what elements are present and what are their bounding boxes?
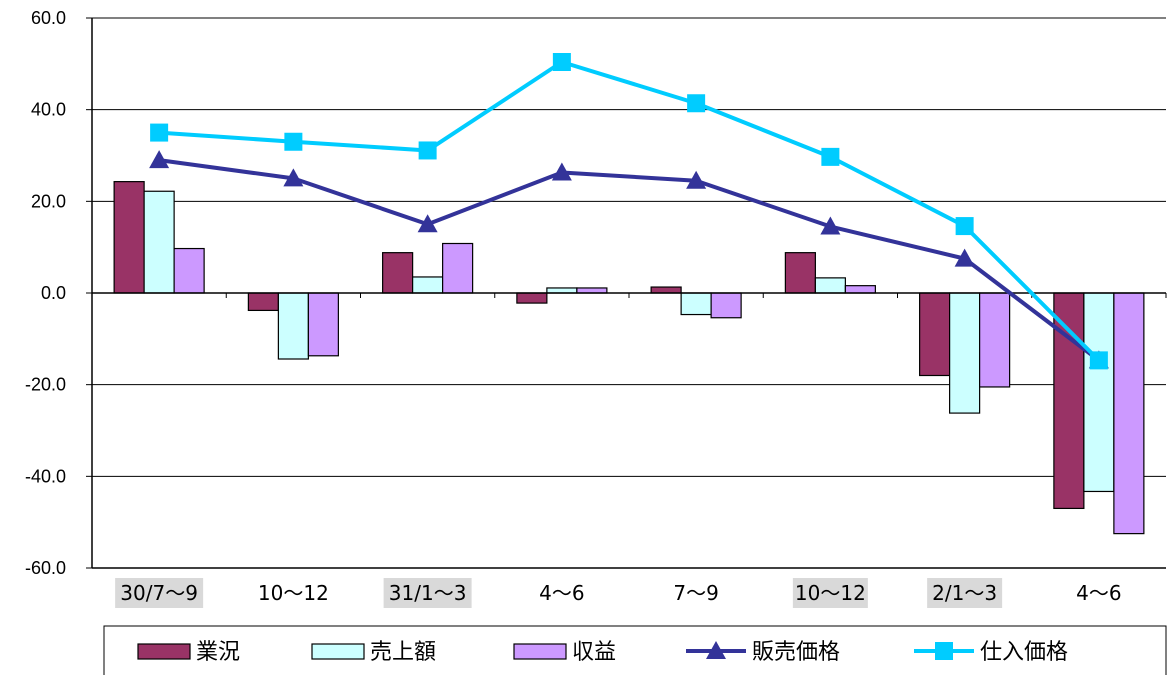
x-tick-label: 10～12 bbox=[795, 581, 866, 605]
bar-gyokyo bbox=[1053, 292, 1085, 510]
marker-square bbox=[1089, 351, 1108, 370]
bar-uriage bbox=[1083, 292, 1115, 493]
y-tick-label: -20.0 bbox=[25, 375, 66, 395]
bar-shueki bbox=[1113, 292, 1145, 535]
legend-swatch bbox=[137, 643, 191, 660]
legend-swatch bbox=[513, 643, 567, 660]
bar-uriage bbox=[277, 292, 309, 360]
marker-square bbox=[150, 123, 169, 142]
x-tick-label: 2/1～3 bbox=[932, 581, 997, 605]
marker-triangle bbox=[551, 162, 572, 181]
bar-uriage bbox=[949, 292, 981, 414]
marker-square bbox=[821, 147, 840, 166]
bar-uriage bbox=[546, 287, 578, 294]
legend-label: 売上額 bbox=[370, 640, 436, 665]
x-tick-highlight bbox=[792, 578, 868, 608]
marker-square bbox=[284, 132, 303, 151]
marker-square bbox=[687, 94, 706, 113]
marker-triangle bbox=[820, 216, 841, 235]
legend-box bbox=[103, 625, 1167, 675]
series-line-shiire bbox=[158, 60, 1101, 362]
bar-uriage bbox=[814, 277, 846, 294]
x-tick-label: 30/7～9 bbox=[120, 581, 198, 605]
y-tick-label: 20.0 bbox=[31, 191, 66, 211]
bar-shueki bbox=[442, 242, 474, 294]
bar-gyokyo bbox=[516, 292, 548, 304]
bar-shueki bbox=[307, 292, 339, 357]
x-tick-label: 4～6 bbox=[1076, 581, 1121, 605]
marker-triangle bbox=[417, 214, 438, 233]
legend-label: 業況 bbox=[196, 640, 240, 665]
x-tick-label: 4～6 bbox=[539, 581, 584, 605]
legend-swatch bbox=[311, 643, 365, 660]
y-tick-label: 0.0 bbox=[41, 283, 66, 303]
bar-uriage bbox=[680, 292, 712, 316]
marker-square bbox=[552, 53, 571, 71]
x-tick-highlight bbox=[927, 578, 1003, 608]
y-tick-label: 40.0 bbox=[31, 100, 66, 120]
series-line-hanbai bbox=[158, 158, 1101, 362]
marker-triangle bbox=[283, 168, 304, 187]
marker-square bbox=[418, 141, 437, 160]
bar-gyokyo bbox=[919, 292, 951, 377]
bar-gyokyo bbox=[382, 252, 414, 294]
y-tick-label: -60.0 bbox=[25, 558, 66, 578]
legend-marker-triangle bbox=[706, 641, 726, 659]
x-tick-highlight bbox=[383, 578, 472, 608]
bar-gyokyo bbox=[784, 252, 816, 294]
legend-marker-square bbox=[935, 642, 953, 660]
bar-gyokyo bbox=[113, 181, 145, 294]
marker-triangle bbox=[686, 170, 707, 189]
bar-shueki bbox=[173, 247, 205, 294]
x-tick-label: 31/1～3 bbox=[389, 581, 467, 605]
marker-triangle bbox=[149, 150, 170, 169]
legend-label: 収益 bbox=[572, 640, 616, 665]
legend-label: 仕入価格 bbox=[980, 640, 1068, 665]
bar-shueki bbox=[844, 285, 876, 294]
bar-shueki bbox=[979, 292, 1011, 388]
legend-label: 販売価格 bbox=[752, 640, 840, 665]
marker-triangle bbox=[954, 248, 975, 267]
bar-uriage bbox=[143, 190, 175, 294]
x-tick-label: 10～12 bbox=[258, 581, 329, 605]
bar-gyokyo bbox=[247, 292, 279, 312]
y-tick-label: 60.0 bbox=[31, 8, 66, 28]
x-tick-highlight bbox=[115, 578, 204, 608]
bar-uriage bbox=[412, 276, 444, 294]
y-tick-label: -40.0 bbox=[25, 466, 66, 486]
bar-shueki bbox=[576, 287, 608, 294]
bar-shueki bbox=[710, 292, 742, 319]
x-tick-label: 7～9 bbox=[673, 581, 718, 605]
marker-square bbox=[955, 217, 974, 236]
bar-gyokyo bbox=[650, 286, 682, 294]
